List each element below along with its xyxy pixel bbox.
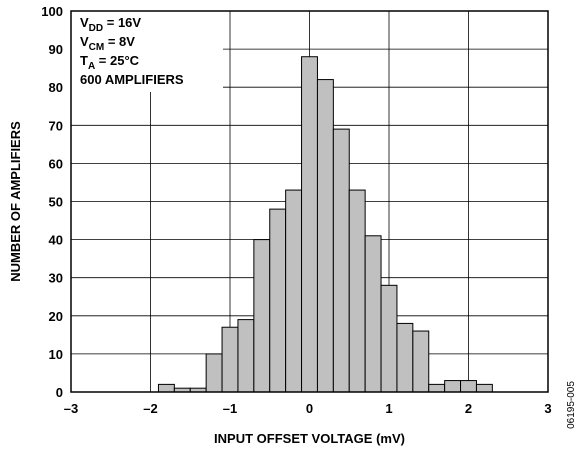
annotation-line: VDD = 16V	[80, 15, 141, 34]
annotation-box	[71, 11, 223, 92]
x-tick-label: 0	[306, 401, 313, 416]
histogram-bar	[316, 79, 334, 393]
x-axis-title: INPUT OFFSET VOLTAGE (mV)	[214, 431, 405, 446]
y-tick-label: 40	[49, 233, 63, 248]
y-axis-title: NUMBER OF AMPLIFIERS	[8, 121, 23, 282]
y-tick-label: 50	[49, 195, 63, 210]
y-tick-label: 100	[41, 4, 63, 19]
y-tick-label: 0	[56, 385, 63, 400]
histogram-bar	[269, 208, 287, 393]
y-tick-label: 90	[49, 42, 63, 57]
x-tick-label: –2	[143, 401, 157, 416]
histogram-bar	[444, 380, 462, 393]
figure-id: 06195-005	[566, 381, 577, 429]
x-tick-label: 1	[385, 401, 392, 416]
histogram-bar	[460, 380, 477, 393]
annotation-line: VCM = 8V	[80, 34, 135, 53]
x-tick-labels: –3 –2 –1 0 1 2 3	[64, 401, 552, 416]
histogram-bar	[380, 284, 398, 393]
histogram-bar	[157, 383, 175, 393]
histogram-bar	[237, 319, 255, 393]
histogram-bar	[332, 128, 350, 393]
histogram-bar	[205, 353, 223, 393]
histogram-bar	[396, 322, 414, 393]
histogram-bar	[412, 330, 430, 393]
histogram-bar	[364, 235, 382, 393]
y-tick-label: 30	[49, 271, 63, 286]
x-tick-label: 2	[465, 401, 472, 416]
histogram-bars	[157, 56, 493, 393]
x-tick-label: –3	[64, 401, 78, 416]
histogram-bar	[221, 326, 239, 393]
histogram-bar	[428, 383, 446, 393]
histogram-bar	[253, 239, 271, 393]
y-tick-labels: 0 10 20 30 40 50 60 70 80 90 100	[41, 4, 63, 400]
annotation-line: 600 AMPLIFIERS	[80, 72, 184, 87]
y-tick-label: 20	[49, 309, 63, 324]
y-tick-label: 70	[49, 118, 63, 133]
histogram-bar	[348, 189, 366, 393]
histogram-bar	[475, 383, 493, 393]
histogram-bar	[285, 189, 303, 393]
y-tick-label: 10	[49, 347, 63, 362]
histogram-bar	[301, 56, 318, 393]
y-tick-label: 80	[49, 80, 63, 95]
y-tick-label: 60	[49, 156, 63, 171]
x-tick-label: 3	[544, 401, 551, 416]
x-tick-label: –1	[223, 401, 237, 416]
annotation-line: TA = 25°C	[80, 53, 140, 72]
plot-frame	[70, 10, 549, 393]
